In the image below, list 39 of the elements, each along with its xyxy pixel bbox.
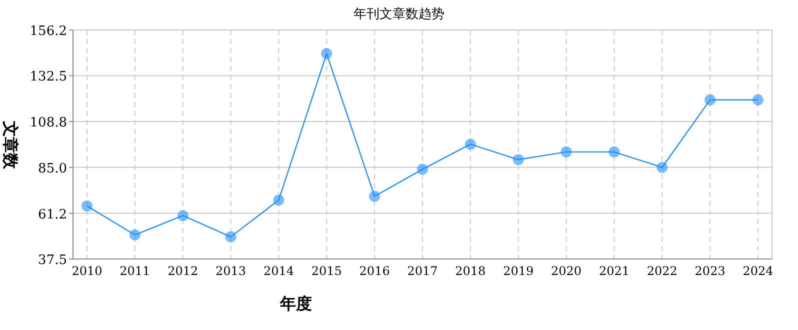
point [417,164,428,175]
x-tick-label: 2023 [694,264,726,278]
point [177,210,188,222]
point [752,94,764,106]
x-tick-label: 2016 [359,264,390,278]
x-tick-label: 2013 [216,264,246,278]
point [656,162,668,173]
point [560,146,572,158]
y-tick-label: 85.0 [38,161,67,176]
x-tick-label: 2019 [503,264,534,278]
x-tick-label: 2020 [551,264,582,278]
y-tick-label: 156.2 [30,24,67,39]
x-tick-label: 2010 [72,264,102,278]
x-axis-title: 年度 [279,294,312,313]
point [273,194,284,206]
x-tick-label: 2011 [120,264,150,278]
x-tick-label: 2021 [598,264,630,278]
x-tick-label: 2022 [646,264,678,278]
y-tick-label: 132.5 [30,70,67,85]
point [369,190,380,202]
point [608,146,620,158]
y-tick-label: 108.8 [30,115,67,130]
y-tick-label: 61.2 [38,207,67,222]
x-tick-label: 2015 [311,264,342,278]
x-tick-label: 2012 [168,264,198,278]
x-tick-label: 2017 [407,264,438,278]
point [321,48,332,60]
x-tick-label: 2024 [742,264,774,278]
point [129,229,140,240]
point [82,200,92,212]
point [464,138,476,150]
x-tick-label: 2014 [263,264,294,278]
point [225,231,236,242]
y-axis-title: 文章数 [1,120,20,170]
point [704,94,716,106]
x-tick-label: 2018 [455,264,486,278]
y-tick-label: 37.5 [38,253,67,268]
point [512,154,524,166]
chart-title: 年刊文章数趋势 [354,7,444,22]
